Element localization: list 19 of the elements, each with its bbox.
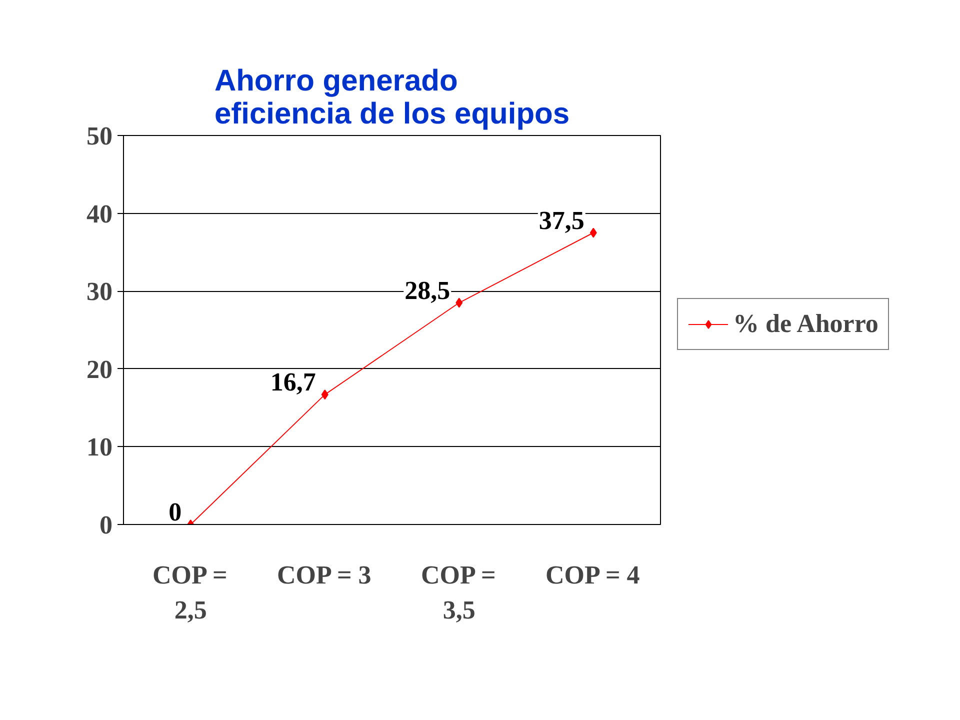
y-tick-label: 20 <box>86 354 112 384</box>
x-tick-label: COP = 3 <box>277 560 372 590</box>
y-tick-label: 50 <box>86 122 112 150</box>
x-tick-label: COP = 2,5 <box>152 560 228 624</box>
x-tick-label: COP = 4 <box>546 560 640 590</box>
y-tick-label: 0 <box>100 510 112 540</box>
point <box>590 228 597 238</box>
legend-label: % de Ahorro <box>733 309 878 339</box>
data-label: 16,7 <box>270 368 316 397</box>
y-tick-label: 40 <box>86 199 112 228</box>
data-label: 0 <box>168 498 182 526</box>
y-tick-label: 30 <box>86 277 112 306</box>
x-tick-label: COP = 3,5 <box>421 560 496 624</box>
point <box>456 298 463 308</box>
data-label: 28,5 <box>404 276 450 305</box>
chart-title: Ahorro generado eficiencia de los equipos <box>214 64 570 130</box>
y-tick-label: 10 <box>86 432 112 462</box>
point <box>321 390 328 400</box>
data-label: 37,5 <box>538 206 584 235</box>
